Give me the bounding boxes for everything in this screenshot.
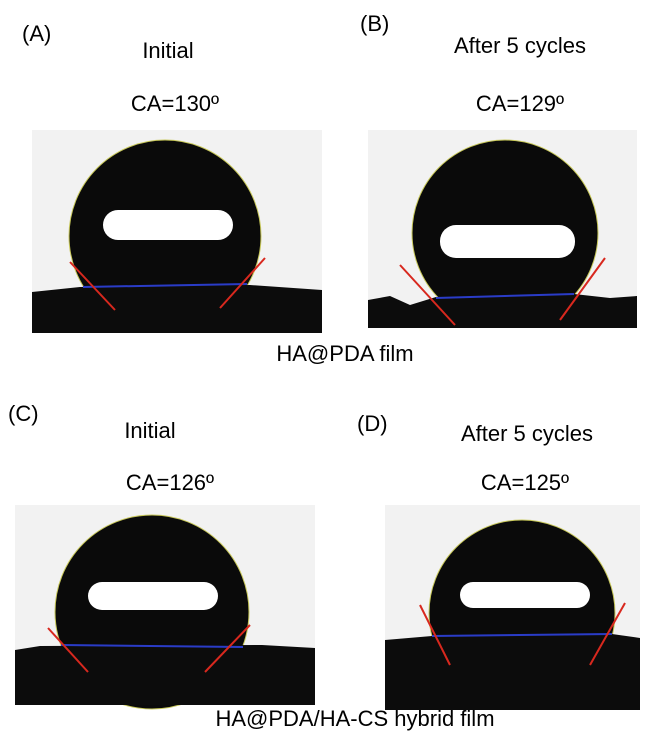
contact-angle: CA=125º bbox=[481, 470, 569, 495]
panel-d: (D) After 5 cycles CA=125º bbox=[357, 411, 640, 710]
panel-label: (A) bbox=[22, 21, 51, 46]
contact-angle: CA=126º bbox=[126, 470, 214, 495]
substrate bbox=[15, 645, 315, 705]
contact-angle: CA=129º bbox=[476, 91, 564, 116]
reflection bbox=[88, 582, 218, 610]
contact-angle: CA=130º bbox=[131, 91, 219, 116]
panel-label: (B) bbox=[360, 11, 389, 36]
caption: HA@PDA/HA-CS hybrid film bbox=[215, 706, 494, 731]
reflection bbox=[460, 582, 590, 608]
panel-label: (D) bbox=[357, 411, 388, 436]
panel-title: After 5 cycles bbox=[461, 421, 593, 446]
reflection bbox=[103, 210, 233, 240]
figure: (A) Initial CA=130º (B) After 5 cycles C… bbox=[0, 0, 651, 736]
caption: HA@PDA film bbox=[276, 341, 413, 366]
panel-title: After 5 cycles bbox=[454, 33, 586, 58]
panel-title: Initial bbox=[124, 418, 175, 443]
substrate bbox=[32, 285, 322, 333]
panel-title: Initial bbox=[142, 38, 193, 63]
panel-b: (B) After 5 cycles CA=129º bbox=[360, 11, 637, 328]
reflection bbox=[440, 225, 575, 258]
panel-c: (C) Initial CA=126º bbox=[8, 401, 315, 709]
panel-a: (A) Initial CA=130º bbox=[22, 21, 322, 333]
panel-label: (C) bbox=[8, 401, 39, 426]
